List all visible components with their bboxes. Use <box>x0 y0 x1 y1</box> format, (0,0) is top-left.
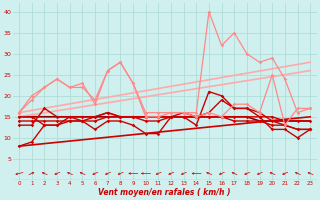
X-axis label: Vent moyen/en rafales ( km/h ): Vent moyen/en rafales ( km/h ) <box>98 188 231 197</box>
